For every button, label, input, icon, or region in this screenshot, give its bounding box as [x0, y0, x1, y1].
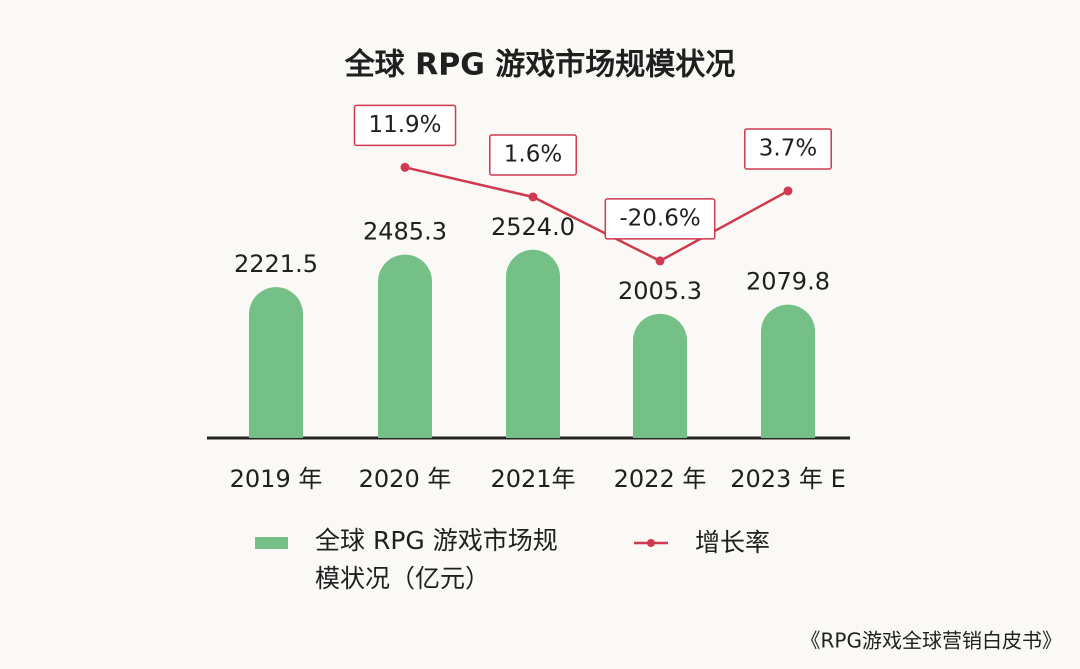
x-tick-label: 2021年: [490, 465, 575, 493]
line-point: [655, 256, 665, 266]
legend-label: 全球 RPG 游戏市场规模状况（亿元）: [315, 526, 558, 593]
legend-swatch-dot: [647, 539, 655, 547]
x-tick-label: 2019 年: [230, 465, 323, 493]
bar-value-label: 2005.3: [618, 277, 702, 305]
line-value-label: 11.9%: [368, 112, 441, 138]
bar-value-label: 2524.0: [491, 213, 575, 241]
line-point: [783, 186, 793, 196]
line: [404, 166, 789, 263]
source: 《RPG游戏全球营销白皮书》: [801, 629, 1062, 653]
bar-value-label: 2079.8: [746, 268, 830, 296]
x-tick-label: 2022 年: [614, 465, 707, 493]
bar-value-label: 2221.5: [234, 250, 318, 278]
line-value-label: -20.6%: [619, 205, 700, 231]
line-point: [400, 162, 410, 172]
x-tick-label: 2023 年 E: [730, 465, 846, 493]
value-label-box: [353, 104, 457, 147]
x-tick-label: 2020 年: [359, 465, 452, 493]
bar-value-label: 2485.3: [363, 218, 447, 246]
value-label-box: [604, 198, 716, 240]
chart-title: 全球 RPG 游戏市场规模状况: [344, 48, 736, 83]
line-value-label: 3.7%: [759, 135, 817, 161]
legend-label: 增长率: [695, 528, 771, 557]
bar: [249, 287, 303, 438]
bar: [506, 249, 560, 438]
line-value-label: 1.6%: [504, 141, 562, 167]
bar: [761, 304, 815, 438]
value-label-box: [744, 128, 832, 170]
bar: [633, 313, 687, 438]
legend-swatch-bar: [255, 537, 288, 549]
line-point: [528, 192, 538, 202]
value-label-box: [489, 134, 577, 176]
bar: [378, 254, 432, 438]
